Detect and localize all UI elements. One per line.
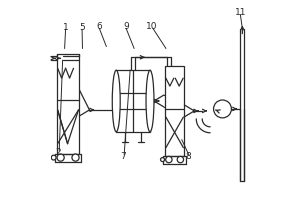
Text: 10: 10 <box>146 22 158 31</box>
Text: 8: 8 <box>186 152 192 161</box>
Circle shape <box>51 155 56 160</box>
Circle shape <box>177 156 184 163</box>
Text: 9: 9 <box>123 22 129 31</box>
Text: 11: 11 <box>235 8 246 17</box>
Circle shape <box>160 158 164 162</box>
Text: 7: 7 <box>120 152 126 161</box>
Ellipse shape <box>146 70 154 132</box>
Circle shape <box>72 154 79 161</box>
Circle shape <box>214 100 231 118</box>
Bar <box>57 54 80 154</box>
Text: 1: 1 <box>63 23 68 32</box>
Ellipse shape <box>112 70 120 132</box>
Text: 6: 6 <box>97 22 102 31</box>
Circle shape <box>57 154 64 161</box>
Text: 5: 5 <box>79 23 85 32</box>
Circle shape <box>166 156 172 163</box>
Text: 2: 2 <box>56 148 61 157</box>
Bar <box>116 70 150 132</box>
Bar <box>165 66 184 156</box>
